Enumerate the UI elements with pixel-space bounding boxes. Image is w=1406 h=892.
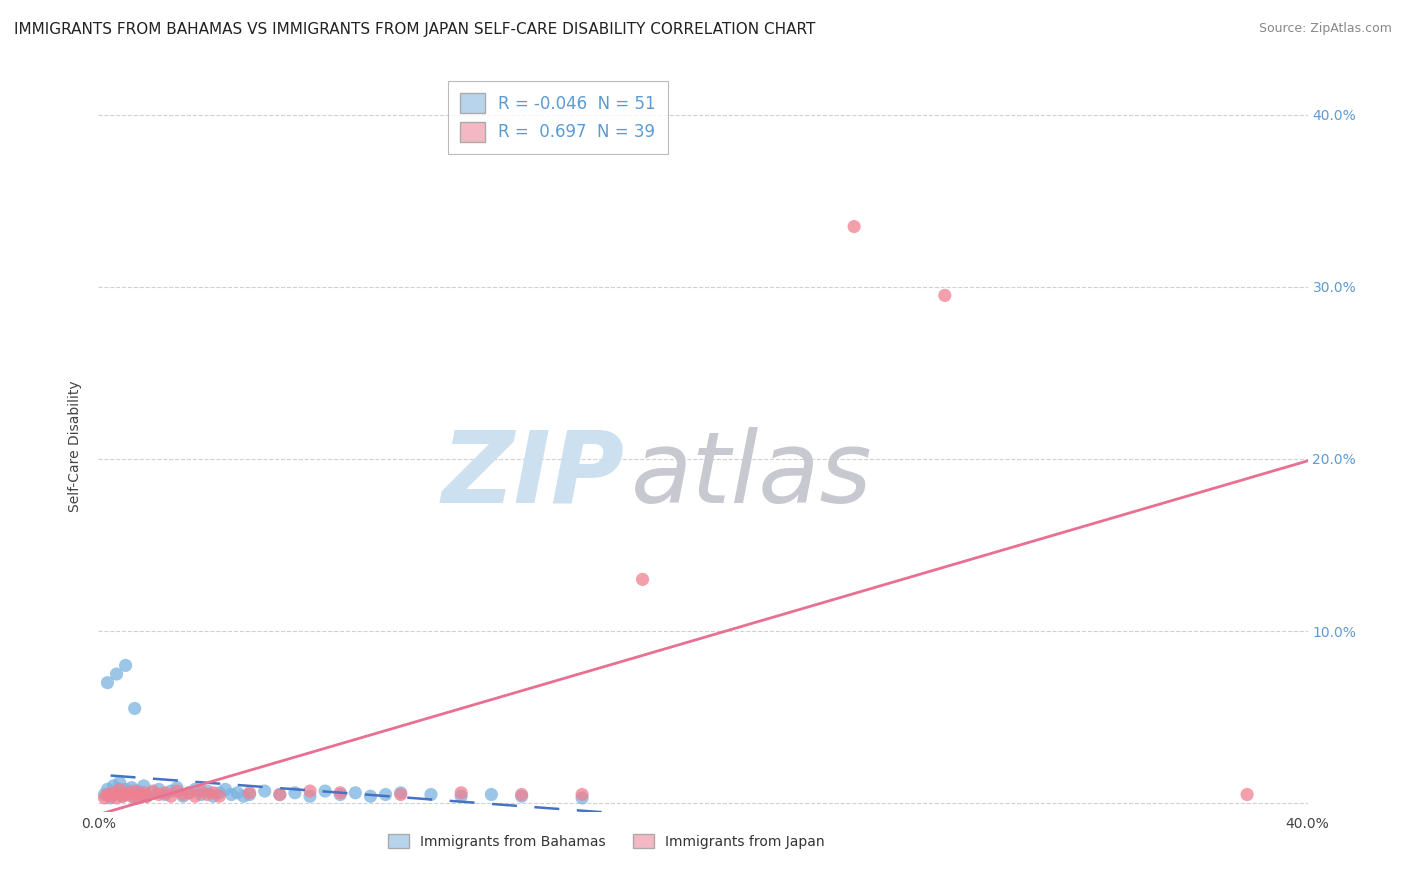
Point xyxy=(118,786,141,800)
Point xyxy=(96,788,118,802)
Point xyxy=(450,789,472,804)
Y-axis label: Self-Care Disability: Self-Care Disability xyxy=(69,380,83,512)
Point xyxy=(148,782,170,797)
Point xyxy=(329,788,352,802)
Point xyxy=(93,791,115,805)
Point xyxy=(314,784,336,798)
Point xyxy=(127,784,149,798)
Point xyxy=(1236,788,1258,802)
Point xyxy=(184,782,207,797)
Point xyxy=(226,786,249,800)
Point xyxy=(299,789,322,804)
Point xyxy=(389,786,412,800)
Point xyxy=(153,788,176,802)
Point xyxy=(114,658,136,673)
Point xyxy=(135,789,157,804)
Point xyxy=(121,780,143,795)
Point xyxy=(190,784,212,798)
Point xyxy=(103,786,125,800)
Point xyxy=(108,775,131,789)
Text: IMMIGRANTS FROM BAHAMAS VS IMMIGRANTS FROM JAPAN SELF-CARE DISABILITY CORRELATIO: IMMIGRANTS FROM BAHAMAS VS IMMIGRANTS FR… xyxy=(14,22,815,37)
Point xyxy=(142,784,165,798)
Point xyxy=(111,789,134,804)
Legend: Immigrants from Bahamas, Immigrants from Japan: Immigrants from Bahamas, Immigrants from… xyxy=(381,827,832,856)
Point xyxy=(100,789,122,804)
Point xyxy=(105,786,128,800)
Point xyxy=(239,786,262,800)
Text: Source: ZipAtlas.com: Source: ZipAtlas.com xyxy=(1258,22,1392,36)
Point xyxy=(96,782,118,797)
Point xyxy=(214,782,236,797)
Point xyxy=(232,789,254,804)
Point xyxy=(105,791,128,805)
Point xyxy=(202,786,225,800)
Point xyxy=(510,789,533,804)
Point xyxy=(172,788,194,802)
Point xyxy=(299,784,322,798)
Point xyxy=(344,786,367,800)
Text: atlas: atlas xyxy=(630,426,872,524)
Point xyxy=(195,784,218,798)
Point xyxy=(103,779,125,793)
Point xyxy=(132,779,155,793)
Point xyxy=(284,786,307,800)
Point xyxy=(132,786,155,800)
Point xyxy=(934,288,956,302)
Point xyxy=(142,786,165,800)
Point xyxy=(450,786,472,800)
Point xyxy=(108,782,131,797)
Point xyxy=(93,788,115,802)
Point xyxy=(179,786,201,800)
Point xyxy=(100,791,122,805)
Point xyxy=(329,786,352,800)
Point xyxy=(844,219,866,234)
Point xyxy=(135,789,157,804)
Point xyxy=(195,788,218,802)
Point xyxy=(160,784,183,798)
Point xyxy=(208,789,231,804)
Point xyxy=(148,788,170,802)
Point xyxy=(96,675,118,690)
Point xyxy=(571,791,593,805)
Point xyxy=(129,788,152,802)
Point xyxy=(269,788,291,802)
Point xyxy=(190,788,212,802)
Point xyxy=(481,788,503,802)
Point xyxy=(631,573,654,587)
Point xyxy=(121,789,143,804)
Point xyxy=(127,791,149,805)
Point xyxy=(253,784,276,798)
Point xyxy=(221,788,243,802)
Point xyxy=(389,788,412,802)
Point xyxy=(571,788,593,802)
Point xyxy=(202,789,225,804)
Point xyxy=(118,786,141,800)
Point xyxy=(184,789,207,804)
Point xyxy=(124,701,146,715)
Point xyxy=(239,788,262,802)
Point xyxy=(420,788,443,802)
Point xyxy=(114,782,136,797)
Point xyxy=(114,788,136,802)
Point xyxy=(160,789,183,804)
Point xyxy=(374,788,396,802)
Point xyxy=(360,789,382,804)
Point xyxy=(208,786,231,800)
Point xyxy=(105,667,128,681)
Point xyxy=(166,784,188,798)
Point xyxy=(179,786,201,800)
Text: ZIP: ZIP xyxy=(441,426,624,524)
Point xyxy=(124,791,146,805)
Point xyxy=(124,784,146,798)
Point xyxy=(269,788,291,802)
Point xyxy=(172,789,194,804)
Point xyxy=(129,788,152,802)
Point xyxy=(111,789,134,804)
Point xyxy=(153,786,176,800)
Point xyxy=(166,780,188,795)
Point xyxy=(510,788,533,802)
